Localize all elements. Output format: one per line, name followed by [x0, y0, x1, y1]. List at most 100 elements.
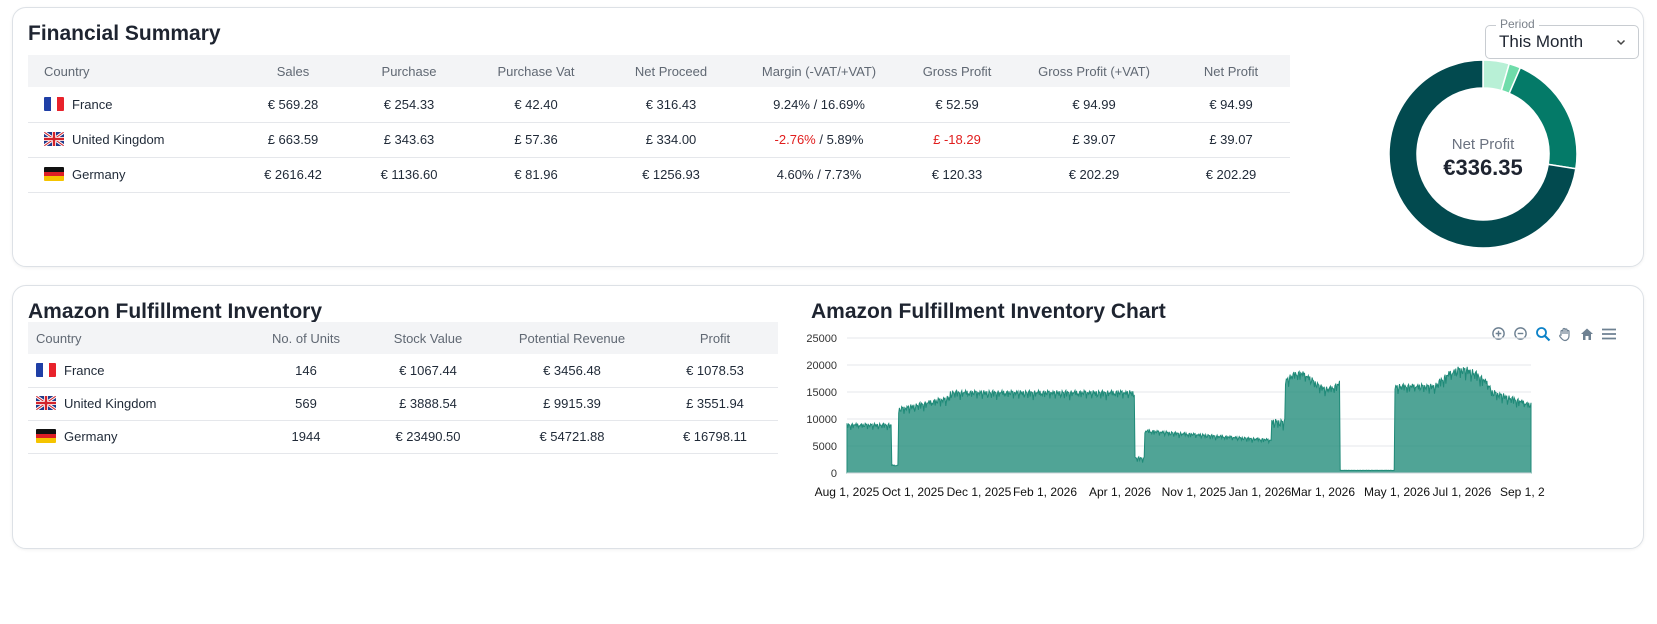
country-name: Germany [64, 429, 118, 444]
x-tick-label: May 1, 2026 [1364, 485, 1430, 499]
x-tick-label: Sep 1, 2 [1500, 485, 1545, 499]
purchase-vat-cell: € 81.96 [470, 157, 602, 193]
stock-value-cell: € 23490.50 [364, 420, 492, 454]
table-row[interactable]: United Kingdom £ 663.59 £ 343.63 £ 57.36… [28, 122, 1290, 158]
x-tick-label: Aug 1, 2025 [815, 485, 880, 499]
table-row[interactable]: United Kingdom 569 £ 3888.54 £ 9915.39 £… [28, 387, 778, 421]
country-name: United Kingdom [72, 132, 165, 147]
purchase-cell: £ 343.63 [348, 122, 470, 158]
col-purchase-vat[interactable]: Purchase Vat [497, 63, 575, 79]
potential-revenue-cell: € 3456.48 [492, 354, 652, 388]
margin-cell: -2.76% / 5.89% [740, 122, 898, 158]
col-net-proceed[interactable]: Net Proceed [634, 63, 708, 79]
margin-vat-excl: -2.76% [774, 132, 816, 147]
purchase-cell: € 254.33 [348, 87, 470, 123]
col-country[interactable]: Country [44, 63, 90, 79]
margin-vat-excl: 4.60% [776, 167, 814, 182]
potential-revenue-cell: £ 9915.39 [492, 387, 652, 421]
col-gross-profit-vat[interactable]: Gross Profit (+VAT) [1038, 63, 1150, 79]
sales-cell: € 2616.42 [238, 157, 348, 193]
donut-center-value: €336.35 [1443, 155, 1523, 180]
col-profit[interactable]: Profit [699, 330, 731, 346]
margin-cell: 9.24% / 16.69% [740, 87, 898, 123]
table-row[interactable]: France € 569.28 € 254.33 € 42.40 € 316.4… [28, 87, 1290, 123]
france-flag-icon [44, 96, 64, 111]
col-stock-value[interactable]: Stock Value [393, 330, 463, 346]
x-tick-label: Feb 1, 2026 [1013, 485, 1077, 499]
col-country[interactable]: Country [36, 330, 82, 346]
col-potential-revenue[interactable]: Potential Revenue [518, 330, 626, 346]
x-tick-label: Oct 1, 2025 [882, 485, 944, 499]
country-cell: United Kingdom [28, 122, 238, 158]
profit-cell: € 1078.53 [652, 354, 778, 388]
pan-hand-icon[interactable] [1556, 325, 1573, 342]
purchase-cell: € 1136.60 [348, 157, 470, 193]
units-cell: 1944 [248, 420, 364, 454]
germany-flag-icon [36, 429, 56, 443]
purchase-vat-cell: £ 57.36 [470, 122, 602, 158]
col-purchase[interactable]: Purchase [381, 63, 437, 79]
y-tick-label: 5000 [813, 441, 837, 453]
country-cell: France [28, 354, 248, 388]
stock-value-cell: € 1067.44 [364, 354, 492, 388]
menu-icon[interactable] [1600, 325, 1617, 342]
uk-flag-icon [36, 396, 56, 410]
col-gross-profit[interactable]: Gross Profit [922, 63, 992, 79]
gross-profit-vat-cell: € 94.99 [1016, 87, 1172, 123]
potential-revenue-cell: € 54721.88 [492, 420, 652, 454]
gross-profit-cell: £ -18.29 [898, 122, 1016, 158]
chart-toolbar [1490, 325, 1617, 342]
gross-profit-vat-cell: € 202.29 [1016, 157, 1172, 193]
margin-vat-excl: 9.24% [773, 96, 810, 112]
purchase-vat-cell: € 42.40 [470, 87, 602, 123]
country-cell: Germany [28, 420, 248, 454]
period-value: This Month [1499, 32, 1584, 51]
country-name: France [72, 96, 113, 112]
col-units[interactable]: No. of Units [272, 330, 340, 346]
germany-flag-icon [44, 167, 64, 181]
table-row[interactable]: Germany 1944 € 23490.50 € 54721.88 € 167… [28, 420, 778, 454]
donut-center-label: Net Profit [1451, 136, 1515, 153]
col-margin[interactable]: Margin (-VAT/+VAT) [761, 63, 877, 79]
stock-value-cell: £ 3888.54 [364, 387, 492, 421]
x-tick-label: Apr 1, 2026 [1089, 485, 1151, 499]
donut-slice[interactable] [1508, 66, 1578, 170]
zoom-in-icon[interactable] [1490, 325, 1507, 342]
margin-cell: 4.60% / 7.73% [740, 157, 898, 193]
table-header-row: Country No. of Units Stock Value Potenti… [28, 322, 778, 354]
chevron-down-icon [1614, 35, 1628, 54]
col-sales[interactable]: Sales [276, 63, 310, 79]
x-tick-label: Dec 1, 2025 [947, 485, 1012, 499]
inventory-card: Amazon Fulfillment Inventory Country No.… [12, 285, 1644, 549]
home-reset-icon[interactable] [1578, 325, 1595, 342]
profit-cell: € 16798.11 [652, 420, 778, 454]
y-tick-label: 15000 [806, 387, 837, 399]
net-proceed-cell: € 316.43 [602, 87, 740, 123]
donut-slice[interactable] [1388, 59, 1577, 249]
col-net-profit[interactable]: Net Profit [1203, 63, 1259, 79]
country-name: France [64, 362, 105, 378]
selection-zoom-icon[interactable] [1534, 325, 1551, 342]
margin-vat-incl: / 7.73% [813, 167, 862, 182]
country-name: Germany [72, 167, 126, 182]
country-cell: United Kingdom [28, 387, 248, 421]
table-header-row: Country Sales Purchase Purchase Vat Net … [28, 55, 1290, 87]
units-cell: 146 [248, 354, 364, 388]
x-tick-label: Mar 1, 2026 [1291, 485, 1355, 499]
y-tick-label: 25000 [806, 333, 837, 345]
period-select[interactable]: Period This Month [1485, 17, 1639, 59]
period-label: Period [1496, 17, 1539, 31]
x-tick-label: Jul 1, 2026 [1433, 485, 1492, 499]
financial-summary-card: Financial Summary Country Sales Purchase… [12, 7, 1644, 267]
inventory-title: Amazon Fulfillment Inventory [28, 300, 323, 323]
zoom-out-icon[interactable] [1512, 325, 1529, 342]
y-tick-label: 20000 [806, 360, 837, 372]
france-flag-icon [36, 362, 56, 377]
table-row[interactable]: France 146 € 1067.44 € 3456.48 € 1078.53 [28, 354, 778, 388]
profit-cell: £ 3551.94 [652, 387, 778, 421]
inventory-series-area[interactable] [846, 366, 1532, 474]
gross-profit-cell: € 120.33 [898, 157, 1016, 193]
y-tick-label: 10000 [806, 414, 837, 426]
table-row[interactable]: Germany € 2616.42 € 1136.60 € 81.96 € 12… [28, 157, 1290, 193]
gross-profit-vat-cell: £ 39.07 [1016, 122, 1172, 158]
